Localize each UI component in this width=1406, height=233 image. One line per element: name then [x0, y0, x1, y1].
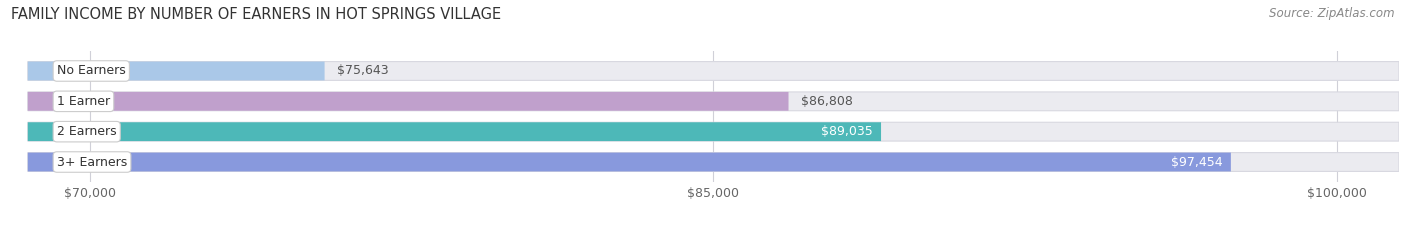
- Text: $86,808: $86,808: [801, 95, 853, 108]
- Text: Source: ZipAtlas.com: Source: ZipAtlas.com: [1270, 7, 1395, 20]
- Text: $97,454: $97,454: [1171, 155, 1223, 168]
- Text: 3+ Earners: 3+ Earners: [56, 155, 127, 168]
- Text: 2 Earners: 2 Earners: [56, 125, 117, 138]
- FancyBboxPatch shape: [28, 92, 1399, 111]
- FancyBboxPatch shape: [28, 62, 1399, 80]
- Text: No Earners: No Earners: [56, 65, 125, 78]
- FancyBboxPatch shape: [28, 122, 882, 141]
- Text: $89,035: $89,035: [821, 125, 873, 138]
- Text: FAMILY INCOME BY NUMBER OF EARNERS IN HOT SPRINGS VILLAGE: FAMILY INCOME BY NUMBER OF EARNERS IN HO…: [11, 7, 502, 22]
- FancyBboxPatch shape: [28, 62, 325, 80]
- FancyBboxPatch shape: [28, 122, 1399, 141]
- FancyBboxPatch shape: [28, 92, 789, 111]
- FancyBboxPatch shape: [28, 153, 1230, 171]
- Text: 1 Earner: 1 Earner: [56, 95, 110, 108]
- Text: $75,643: $75,643: [337, 65, 388, 78]
- FancyBboxPatch shape: [28, 153, 1399, 171]
